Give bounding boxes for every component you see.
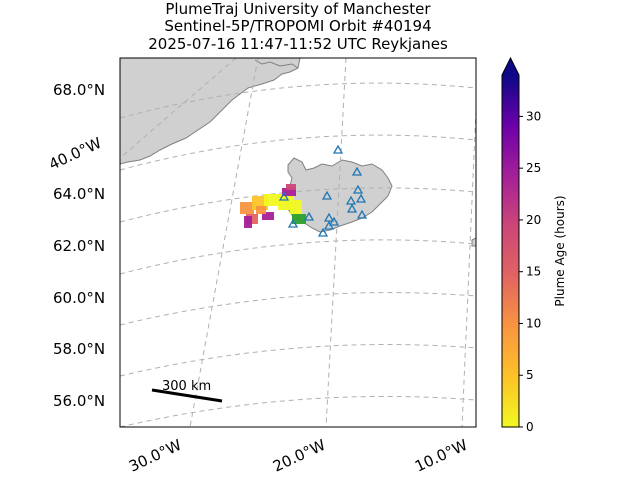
volcano-marker [328, 216, 340, 226]
volcano-marker [351, 166, 363, 176]
lat-label-56: 56.0°N [53, 392, 105, 410]
lon-label-30: 30.0°W [126, 436, 184, 476]
colorbar-tick-label: 10 [526, 316, 541, 330]
colorbar-tick-label: 15 [526, 265, 541, 279]
graticule [120, 58, 476, 427]
greenland-landmass [120, 58, 301, 165]
lat-label-58: 58.0°N [53, 340, 105, 358]
coast-fragment-east [471, 237, 476, 247]
plume-pixel [292, 214, 306, 224]
plume-pixel [244, 216, 252, 228]
plume-pixel [240, 202, 254, 214]
scale-bar-label: 300 km [162, 379, 211, 394]
colorbar-tick-label: 30 [526, 109, 541, 123]
colorbar-outline [501, 56, 520, 428]
plume-pixels [240, 184, 306, 228]
volcano-marker [355, 193, 367, 203]
meridian-40W [120, 58, 237, 159]
greenland-coast-detail [254, 59, 299, 69]
colorbar-gradient [502, 75, 519, 427]
colorbar-label: Plume Age (hours) [553, 195, 567, 306]
volcano-marker [352, 184, 364, 194]
colorbar-ticks: 0 5 10 15 20 25 30 [519, 109, 541, 434]
map-frame [119, 57, 477, 428]
title-line-2: Sentinel-5P/TROPOMI Orbit #40194 [164, 17, 431, 35]
colorbar-tick-label: 5 [526, 368, 534, 382]
plume-pixel [262, 212, 274, 220]
parallel-58N [120, 344, 476, 377]
volcano-marker [323, 220, 335, 230]
volcano-marker [278, 191, 290, 201]
lon-label-20: 20.0°W [270, 436, 328, 476]
title-line-3: 2025-07-16 11:47-11:52 UTC Reykjanes [148, 35, 448, 53]
lat-label-68: 68.0°N [53, 81, 105, 99]
volcano-marker [303, 211, 315, 221]
parallel-68N [120, 82, 476, 119]
plume-pixel [264, 194, 282, 206]
volcano-marker [317, 227, 329, 237]
plume-pixel [290, 200, 302, 214]
colorbar-tick-label: 25 [526, 161, 541, 175]
parallel-66N [120, 134, 476, 171]
volcano-marker [321, 190, 333, 200]
lat-label-64: 64.0°N [53, 185, 105, 203]
latitude-labels: 68.0°N 64.0°N 62.0°N 60.0°N 58.0°N 56.0°… [53, 81, 105, 410]
colorbar-tick-label: 20 [526, 213, 541, 227]
map-panel: 300 km [120, 58, 476, 427]
parallel-56N [120, 395, 476, 427]
volcano-marker [345, 195, 357, 205]
volcano-marker [356, 209, 368, 219]
volcano-markers [278, 144, 368, 237]
colorbar-tick-label: 0 [526, 420, 534, 434]
meridian-10W [461, 109, 476, 427]
plume-pixel [282, 188, 296, 196]
lat-label-62: 62.0°N [53, 237, 105, 255]
lat-label-60: 60.0°N [53, 289, 105, 307]
scale-bar [151, 388, 223, 403]
parallel-62N [120, 239, 476, 275]
volcano-marker [287, 218, 299, 228]
lon-label-10: 10.0°W [412, 436, 470, 476]
plume-pixel [256, 206, 266, 214]
colorbar: 0 5 10 15 20 25 30 Plume Age (hours) [501, 56, 567, 434]
parallel-64N [120, 187, 476, 223]
volcano-marker [332, 144, 344, 154]
colorbar-extend-arrow [502, 58, 519, 75]
title-line-1: PlumeTraj University of Manchester [165, 0, 431, 18]
parallel-60N [120, 292, 476, 326]
meridian-20W [325, 58, 347, 427]
volcano-marker [346, 203, 358, 213]
lon-label-40: 40.0°W [46, 134, 104, 174]
plume-pixel [286, 184, 296, 190]
